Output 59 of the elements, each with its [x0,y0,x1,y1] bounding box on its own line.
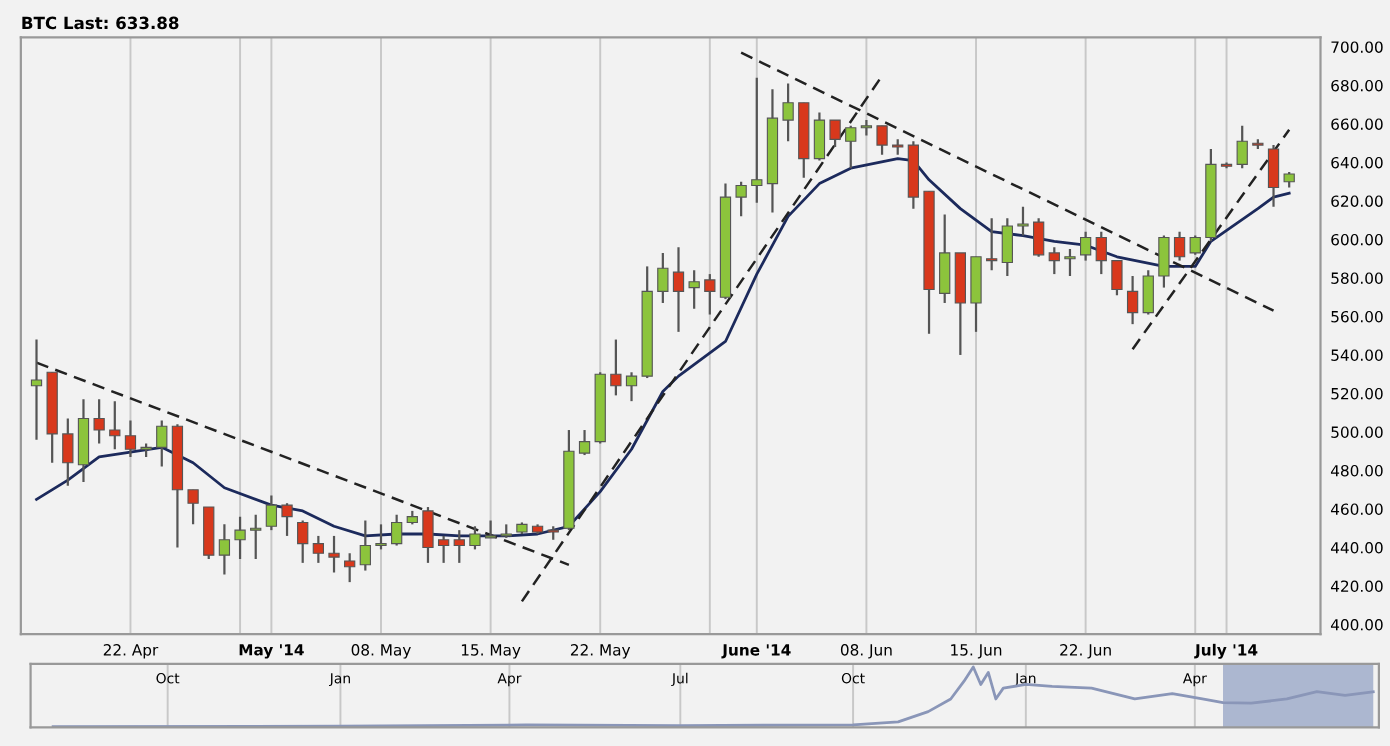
candlestick [344,552,356,584]
candlestick [1142,269,1154,316]
candlestick [312,534,325,564]
candlestick [829,118,841,149]
candlestick [187,488,199,526]
candlestick [1064,247,1076,278]
candlestick [625,371,638,403]
candlestick [1017,205,1029,237]
candlestick [704,272,716,316]
candlestick [876,124,888,156]
candlestick [782,82,794,143]
candlestick [77,398,90,484]
candlestick [484,519,497,539]
candlestick [986,217,998,272]
candlestick [30,338,43,441]
candlestick [250,513,262,561]
candlestick [1033,217,1045,258]
candlestick [437,534,450,564]
candlestick [265,494,278,532]
candlestick [218,523,231,576]
candlestick [1079,230,1092,262]
candlestick [1095,230,1107,276]
candlestick [845,124,857,170]
candlestick [469,525,481,551]
candlestick [234,515,246,561]
candlestick [109,400,121,451]
candlestick [1189,234,1201,256]
candlestick [1267,144,1280,208]
candlestick [970,255,982,333]
candlestick [751,76,763,204]
candlestick [578,428,591,457]
candlestick [813,111,826,162]
candlestick [735,180,747,218]
candlestick [939,213,951,305]
candlestick [1001,217,1013,278]
candlestick [1173,230,1186,262]
candlestick [422,505,434,564]
candlestick [672,246,685,333]
candlestick [1126,274,1139,326]
candlestick [124,419,137,459]
candlestick [375,523,387,551]
candlestick [1048,246,1060,276]
candlestick [688,269,700,310]
candlestick [860,118,873,137]
candlestick [359,519,371,572]
candlestick [328,534,340,574]
candlestick [93,398,105,445]
candlestick [156,419,168,468]
candlestick [391,513,403,547]
candlestick [1236,124,1248,170]
candlestick [1158,234,1170,289]
candlestick [281,502,293,538]
candlestick [453,529,465,564]
candlestick [62,417,74,487]
candlestick [1111,259,1123,297]
candlestick [657,251,669,305]
candlestick [297,519,309,564]
candlestick [610,338,622,397]
chart-title: BTC Last: 633.88 [22,16,179,30]
